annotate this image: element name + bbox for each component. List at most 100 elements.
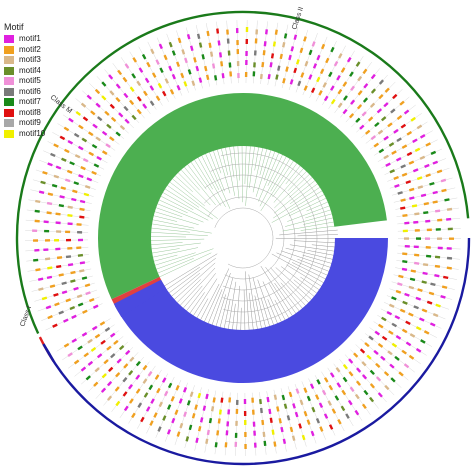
legend-swatch [4, 66, 14, 75]
legend-item-motif6: motif6 [4, 87, 74, 98]
motif-block [122, 391, 128, 397]
motif-block [331, 408, 337, 414]
motif-block [141, 53, 147, 60]
tree-branch [265, 267, 302, 314]
tree-branch [148, 242, 201, 250]
motif-block [426, 300, 433, 305]
motif-block [422, 271, 428, 276]
motif-block [122, 76, 128, 83]
motif-block [414, 261, 420, 265]
motif-block [316, 76, 321, 83]
motif-block [318, 402, 324, 408]
tree-branch [275, 267, 314, 302]
motif-block [82, 116, 89, 122]
motif-block [443, 275, 449, 280]
motif-block [119, 124, 126, 131]
motif-block [156, 387, 161, 394]
motif-block [197, 425, 202, 432]
tree-branch [305, 208, 334, 219]
motif-block [101, 373, 107, 379]
motif-block [108, 74, 114, 80]
motif-block [217, 418, 221, 424]
motif-block [416, 176, 423, 181]
motif-block [378, 148, 385, 154]
motif-block [198, 42, 203, 48]
tree-branch [293, 240, 338, 244]
legend-swatch [4, 77, 14, 86]
motif-block [70, 270, 76, 275]
tree-branch [169, 272, 201, 299]
motif-block [42, 170, 48, 175]
tree-branch [287, 204, 333, 222]
motif-block [374, 121, 380, 128]
motif-block [60, 186, 67, 190]
tree-branch [148, 231, 208, 237]
motif-block [425, 173, 431, 178]
motif-block [92, 304, 99, 309]
motif-block [198, 77, 203, 83]
motif-block [124, 63, 130, 69]
motif-block [381, 116, 387, 122]
motif-block [82, 309, 88, 314]
motif-block [361, 403, 367, 410]
motif-block [397, 191, 403, 195]
motif-block [374, 330, 380, 336]
motif-block [205, 393, 209, 400]
motif-block [378, 79, 384, 85]
motif-block [303, 410, 308, 417]
motif-block [361, 374, 368, 380]
motif-block [109, 332, 116, 338]
motif-block [423, 211, 429, 215]
motif-block [73, 359, 80, 365]
motif-block [261, 419, 265, 426]
motif-block [209, 51, 214, 57]
tree-branch [237, 143, 241, 181]
motif-block [384, 384, 390, 391]
motif-block [268, 408, 272, 415]
tree-branch [300, 276, 322, 292]
motif-block [355, 61, 361, 67]
tree-branch [307, 250, 337, 257]
motif-block [65, 255, 72, 259]
motif-block [393, 175, 399, 181]
motif-block [269, 62, 273, 68]
motif-block [123, 105, 129, 112]
motif-block [136, 96, 142, 102]
tree-branch [236, 285, 240, 333]
motif-block [349, 386, 355, 392]
motif-block [388, 142, 395, 147]
motif-block [387, 122, 393, 128]
motif-block [179, 422, 184, 429]
motif-block [81, 332, 88, 337]
tree-branch [286, 264, 325, 288]
motif-block [409, 333, 416, 338]
motif-block [432, 200, 438, 204]
motif-block [383, 102, 389, 108]
motif-block [410, 269, 416, 273]
motif-block [359, 348, 366, 354]
motif-block [71, 197, 77, 202]
motif-block [399, 100, 405, 106]
motif-block [400, 198, 406, 202]
motif-block [383, 135, 389, 141]
motif-block [275, 74, 279, 80]
motif-block [319, 68, 325, 75]
motif-block [419, 317, 425, 322]
motif-block [67, 205, 73, 209]
legend-item-motif2: motif2 [4, 45, 74, 56]
tree-branch [181, 285, 203, 311]
motif-block [157, 426, 162, 432]
tree-branch [289, 175, 315, 198]
legend-item-motif9: motif9 [4, 118, 74, 129]
tree-branch [153, 248, 214, 271]
motif-block [221, 73, 225, 79]
motif-block [108, 366, 114, 373]
tree-branch [252, 145, 264, 193]
tree-branch [200, 152, 220, 191]
motif-block [94, 367, 100, 373]
motif-block [408, 312, 414, 317]
motif-block [176, 431, 181, 437]
motif-block [77, 345, 83, 351]
motif-block [197, 392, 202, 399]
tree-branch [150, 247, 199, 258]
